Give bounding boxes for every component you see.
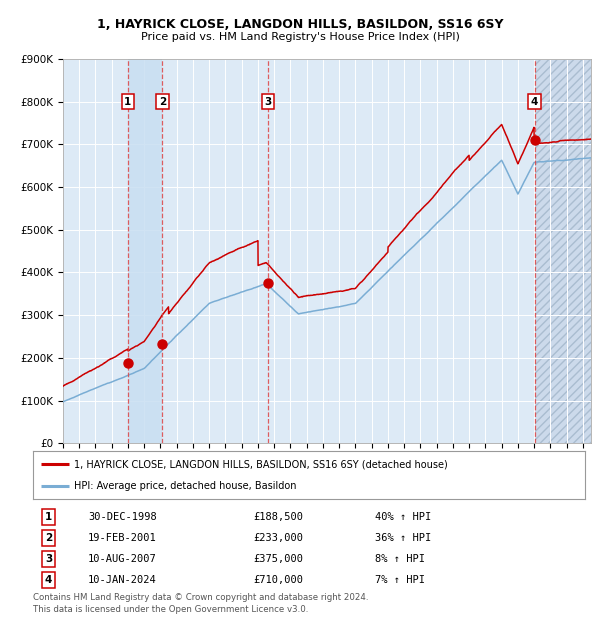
Text: 1, HAYRICK CLOSE, LANGDON HILLS, BASILDON, SS16 6SY (detached house): 1, HAYRICK CLOSE, LANGDON HILLS, BASILDO…	[74, 459, 448, 469]
Text: 4: 4	[45, 575, 52, 585]
Text: £375,000: £375,000	[254, 554, 304, 564]
Text: Price paid vs. HM Land Registry's House Price Index (HPI): Price paid vs. HM Land Registry's House …	[140, 32, 460, 42]
Text: 10-JAN-2024: 10-JAN-2024	[88, 575, 157, 585]
Text: 2: 2	[159, 97, 166, 107]
Text: 1: 1	[124, 97, 131, 107]
Text: 4: 4	[531, 97, 538, 107]
Text: 8% ↑ HPI: 8% ↑ HPI	[375, 554, 425, 564]
Text: Contains HM Land Registry data © Crown copyright and database right 2024.
This d: Contains HM Land Registry data © Crown c…	[33, 593, 368, 614]
Text: 3: 3	[264, 97, 271, 107]
Text: 1: 1	[45, 512, 52, 522]
Text: 10-AUG-2007: 10-AUG-2007	[88, 554, 157, 564]
Bar	[128, 59, 163, 443]
Text: £710,000: £710,000	[254, 575, 304, 585]
Text: HPI: Average price, detached house, Basildon: HPI: Average price, detached house, Basi…	[74, 481, 297, 491]
Bar	[535, 59, 591, 443]
Text: 40% ↑ HPI: 40% ↑ HPI	[375, 512, 431, 522]
Text: 3: 3	[45, 554, 52, 564]
Text: 7% ↑ HPI: 7% ↑ HPI	[375, 575, 425, 585]
Text: 2: 2	[45, 533, 52, 543]
Text: £233,000: £233,000	[254, 533, 304, 543]
Text: 19-FEB-2001: 19-FEB-2001	[88, 533, 157, 543]
Text: £188,500: £188,500	[254, 512, 304, 522]
Text: 36% ↑ HPI: 36% ↑ HPI	[375, 533, 431, 543]
Text: 30-DEC-1998: 30-DEC-1998	[88, 512, 157, 522]
Text: 1, HAYRICK CLOSE, LANGDON HILLS, BASILDON, SS16 6SY: 1, HAYRICK CLOSE, LANGDON HILLS, BASILDO…	[97, 19, 503, 31]
